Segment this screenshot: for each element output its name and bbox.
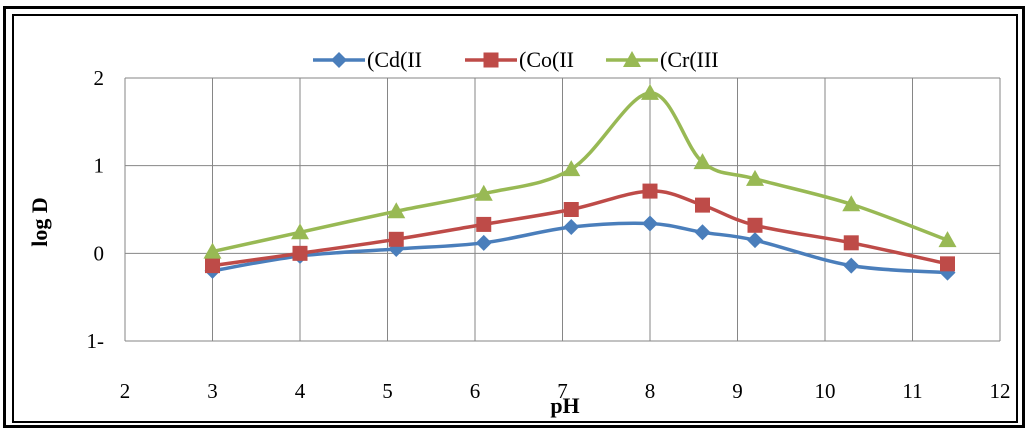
x-tick-label: 2 xyxy=(120,379,131,403)
data-point xyxy=(203,242,222,259)
outer-frame xyxy=(3,6,1025,428)
x-axis-title: pH xyxy=(550,393,579,418)
x-tick-label: 10 xyxy=(815,379,836,403)
legend-label: (Cr(III xyxy=(660,47,719,72)
data-point xyxy=(474,184,493,201)
data-point xyxy=(292,245,308,261)
series-line xyxy=(212,221,948,275)
series-line xyxy=(212,91,949,254)
data-point xyxy=(476,216,492,232)
data-point xyxy=(387,202,406,219)
data-point xyxy=(843,235,859,251)
data-point xyxy=(843,257,860,274)
data-point xyxy=(695,197,710,213)
x-tick-label: 3 xyxy=(207,379,218,403)
x-tick-label: 9 xyxy=(732,379,743,403)
data-point xyxy=(641,83,659,100)
legend-entry: (Cd(II xyxy=(313,47,422,72)
data-point xyxy=(291,223,309,240)
series-layer xyxy=(203,83,957,281)
data-point xyxy=(747,232,763,249)
data-point xyxy=(747,217,763,233)
x-tick-label: 8 xyxy=(645,379,656,403)
y-tick-label: 0 xyxy=(94,241,105,265)
data-point xyxy=(694,224,711,241)
x-tick-label: 11 xyxy=(902,379,922,403)
x-tick-label: 4 xyxy=(295,379,306,403)
grid xyxy=(124,77,1001,342)
data-point xyxy=(388,231,404,247)
y-tick-label: 1 xyxy=(94,154,105,178)
y-axis-title: log D xyxy=(27,197,52,247)
legend-entry: (Cr(III xyxy=(606,47,719,72)
x-tick-label: 5 xyxy=(382,379,393,403)
data-point xyxy=(842,195,861,212)
data-point xyxy=(693,153,712,170)
data-point xyxy=(642,215,658,232)
legend-marker xyxy=(331,52,347,68)
y-tick-label: 1- xyxy=(87,329,105,353)
data-point xyxy=(562,160,581,177)
data-point xyxy=(563,202,579,217)
legend-label: (Cd(II xyxy=(367,47,422,72)
legend-marker xyxy=(483,52,499,68)
legend-entry: (Co(II xyxy=(465,47,574,72)
data-point xyxy=(938,231,957,248)
data-point xyxy=(205,258,220,274)
series-1 xyxy=(204,215,956,281)
legend: (Cd(II (Co(II (Cr(III xyxy=(313,47,719,72)
data-point xyxy=(940,256,955,272)
legend-label: (Co(II xyxy=(519,47,574,72)
data-point xyxy=(642,183,658,199)
legend-marker xyxy=(623,51,641,67)
series-line xyxy=(212,189,948,268)
data-point xyxy=(563,219,580,236)
series-2 xyxy=(205,183,955,274)
x-tick-label: 12 xyxy=(990,379,1011,403)
data-point xyxy=(746,169,764,186)
y-tick-label: 2 xyxy=(94,66,105,90)
series-3 xyxy=(203,83,957,259)
x-tick-label: 6 xyxy=(470,379,481,403)
x-tick-label: 7 xyxy=(557,379,568,403)
inner-frame xyxy=(12,14,1018,423)
data-point xyxy=(475,234,492,251)
